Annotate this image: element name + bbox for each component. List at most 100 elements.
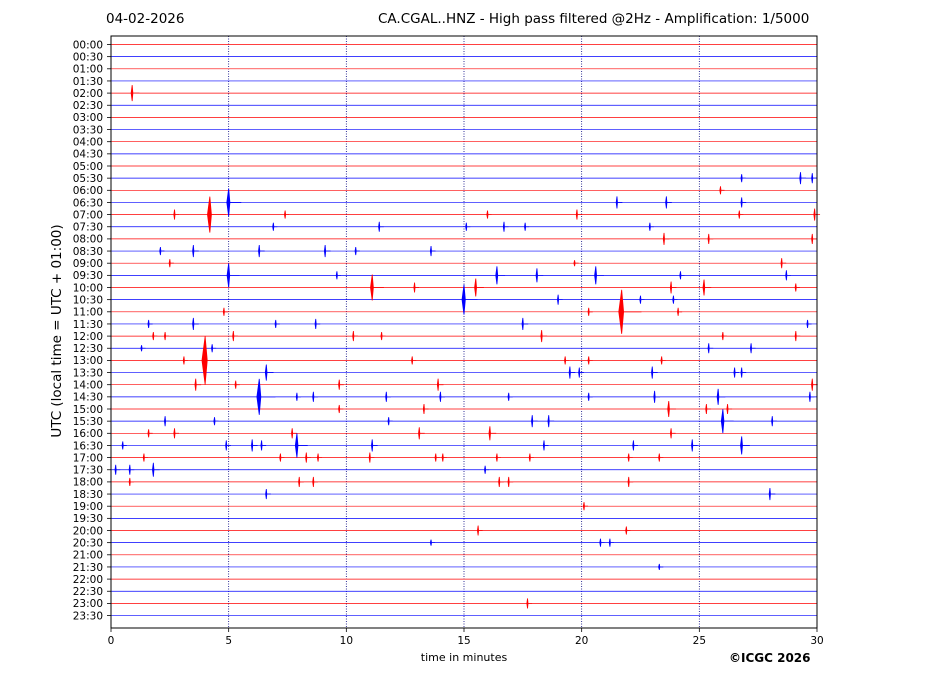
seismic-event bbox=[524, 222, 530, 231]
y-tick-label: 18:30 bbox=[73, 489, 103, 501]
seismic-event bbox=[665, 196, 672, 209]
seismic-event bbox=[147, 429, 153, 438]
y-tick-label: 10:00 bbox=[73, 282, 103, 294]
seismic-event bbox=[168, 259, 174, 268]
seismic-event bbox=[182, 356, 188, 365]
seismic-event bbox=[691, 439, 698, 452]
seismic-event bbox=[312, 391, 318, 402]
seismic-event bbox=[371, 439, 378, 452]
y-tick-label: 16:00 bbox=[73, 428, 103, 440]
y-tick-label: 06:30 bbox=[73, 197, 103, 209]
seismic-event bbox=[159, 246, 165, 256]
x-tick-label: 25 bbox=[693, 635, 706, 647]
y-tick-label: 05:00 bbox=[73, 161, 103, 173]
y-tick-label: 20:30 bbox=[73, 537, 103, 549]
y-tick-label: 07:30 bbox=[73, 222, 103, 234]
y-tick-label: 19:30 bbox=[73, 513, 103, 525]
y-tick-label: 17:30 bbox=[73, 465, 103, 477]
seismic-event bbox=[385, 391, 391, 402]
seismic-event bbox=[441, 453, 447, 462]
seismic-event bbox=[251, 439, 258, 452]
seismic-event bbox=[140, 345, 146, 352]
seismic-event bbox=[147, 319, 153, 329]
seismic-event bbox=[488, 426, 497, 441]
seismic-event bbox=[114, 464, 121, 475]
seismic-event bbox=[418, 427, 425, 440]
seismic-event bbox=[794, 331, 801, 342]
y-tick-label: 23:30 bbox=[73, 610, 103, 622]
y-tick-label: 22:00 bbox=[73, 574, 103, 586]
seismic-event bbox=[225, 440, 231, 451]
seismic-event bbox=[625, 526, 631, 535]
seismic-event bbox=[785, 270, 791, 281]
seismic-event bbox=[439, 391, 445, 402]
seismic-event bbox=[726, 403, 733, 415]
seismic-event bbox=[495, 266, 506, 285]
seismic-event bbox=[173, 209, 180, 220]
seismic-event bbox=[679, 271, 685, 280]
seismic-event bbox=[474, 278, 484, 297]
seismic-event bbox=[264, 364, 274, 381]
y-ticks: 00:0000:3001:0001:3002:0002:3003:0003:30… bbox=[73, 39, 111, 622]
seismic-event bbox=[594, 266, 604, 285]
y-tick-label: 09:00 bbox=[73, 258, 103, 270]
seismic-event bbox=[272, 222, 278, 231]
seismic-event bbox=[164, 332, 170, 341]
seismic-event bbox=[380, 332, 386, 341]
y-tick-label: 08:00 bbox=[73, 234, 103, 246]
seismic-event bbox=[672, 295, 678, 304]
seismic-event bbox=[526, 598, 533, 609]
seismic-event bbox=[368, 452, 375, 463]
seismic-event bbox=[436, 378, 444, 391]
seismic-event bbox=[535, 268, 544, 283]
y-tick-label: 05:30 bbox=[73, 173, 103, 185]
y-tick-label: 06:00 bbox=[73, 185, 103, 197]
y-tick-label: 09:30 bbox=[73, 270, 103, 282]
y-tick-label: 13:30 bbox=[73, 367, 103, 379]
seismic-event bbox=[618, 289, 642, 334]
y-tick-label: 13:00 bbox=[73, 355, 103, 367]
seismic-event bbox=[719, 186, 725, 195]
seismic-event bbox=[291, 428, 297, 439]
seismic-event bbox=[740, 436, 750, 455]
seismic-event bbox=[274, 319, 280, 329]
seismic-event bbox=[121, 441, 127, 450]
grid-lines bbox=[228, 36, 700, 628]
seismic-event bbox=[587, 356, 593, 365]
seismic-event bbox=[768, 487, 776, 501]
y-tick-label: 01:00 bbox=[73, 64, 103, 76]
seismic-event bbox=[142, 453, 148, 462]
seismic-event bbox=[808, 391, 815, 402]
seismic-event bbox=[354, 246, 360, 256]
y-tick-label: 00:00 bbox=[73, 39, 103, 51]
seismic-event bbox=[476, 525, 483, 536]
seismic-event bbox=[771, 416, 777, 427]
seismic-event bbox=[192, 244, 199, 258]
seismic-event bbox=[211, 344, 217, 353]
seismic-event bbox=[627, 453, 633, 462]
seismic-event bbox=[265, 488, 271, 500]
seismic-event bbox=[152, 462, 160, 477]
seismic-event bbox=[338, 379, 344, 390]
seismic-event bbox=[677, 307, 683, 316]
seismic-event bbox=[486, 210, 492, 219]
seismic-event bbox=[662, 232, 670, 245]
seismic-event bbox=[495, 453, 501, 462]
seismic-event bbox=[234, 380, 240, 389]
seismic-event bbox=[258, 244, 265, 258]
seismic-event bbox=[370, 274, 384, 301]
seismic-event bbox=[335, 271, 341, 280]
seismic-event bbox=[152, 332, 158, 341]
seismic-event bbox=[314, 318, 321, 330]
seismic-event bbox=[599, 538, 605, 547]
y-tick-label: 07:00 bbox=[73, 209, 103, 221]
y-tick-label: 14:30 bbox=[73, 392, 103, 404]
seismic-event bbox=[716, 388, 726, 405]
seismic-event bbox=[316, 453, 323, 462]
seismic-event bbox=[813, 208, 821, 221]
y-tick-label: 23:00 bbox=[73, 598, 103, 610]
seismic-event bbox=[484, 465, 490, 474]
seismic-event bbox=[173, 428, 180, 439]
seismic-event bbox=[740, 197, 747, 208]
seismic-event bbox=[387, 417, 393, 426]
